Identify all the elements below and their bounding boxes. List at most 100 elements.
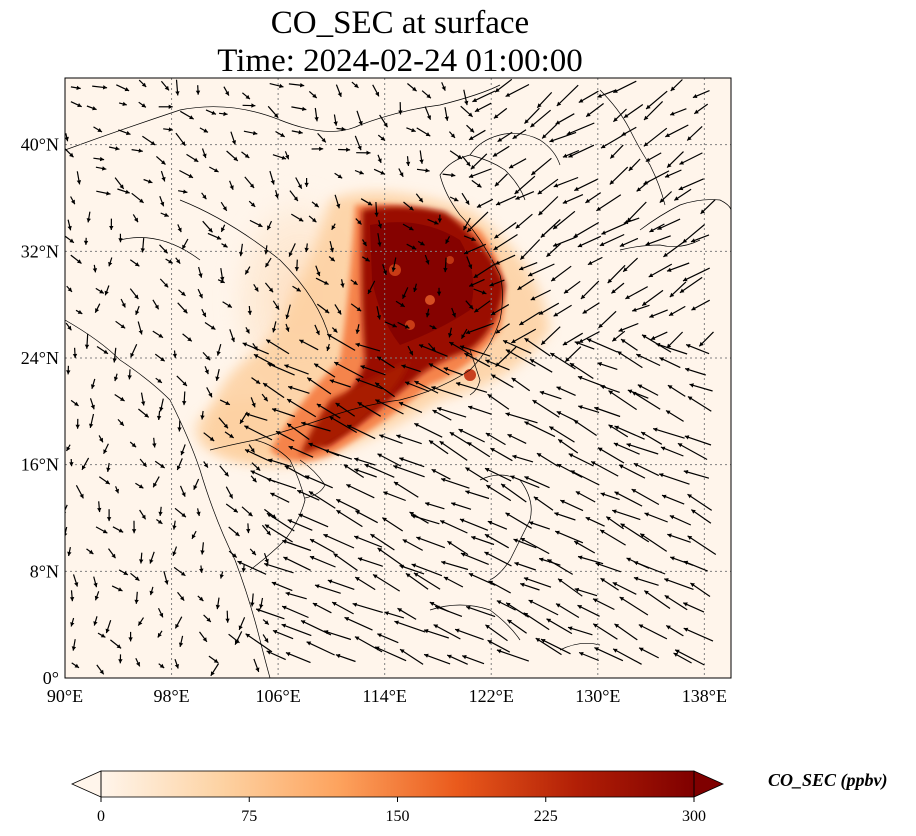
wind-arrow-head [309, 555, 315, 560]
wind-arrow-shaft [586, 338, 618, 353]
wind-arrow-shaft [370, 533, 395, 551]
wind-arrow-head [600, 578, 606, 583]
wind-arrow-head [409, 206, 414, 211]
wind-arrow-head [409, 512, 414, 516]
wind-arrow-head [610, 154, 615, 159]
wind-arrow-head [568, 626, 573, 631]
wind-arrow-shaft [242, 342, 269, 355]
wind-arrow-head [402, 294, 407, 299]
wind-arrow-shaft [679, 152, 703, 165]
wind-arrow-head [312, 217, 317, 223]
wind-arrow-head [519, 266, 524, 271]
wind-arrow-head [594, 406, 599, 411]
wind-arrow-head [626, 557, 631, 562]
wind-arrow-shaft [540, 326, 561, 346]
wind-arrow-head [267, 362, 272, 367]
wind-arrow-head [139, 198, 144, 203]
wind-arrow-head [458, 429, 464, 433]
wind-arrow-head [314, 117, 319, 122]
wind-arrow-head [90, 404, 95, 410]
wind-arrow-head [382, 270, 387, 275]
wind-arrow-head [617, 351, 622, 356]
colorbar-label: CO_SEC (ppbv) [768, 770, 888, 790]
wind-arrow-shaft [625, 286, 648, 300]
wind-arrow-shaft [262, 382, 285, 399]
wind-arrow-head [164, 580, 169, 585]
wind-arrow-head [413, 287, 418, 292]
wind-arrow-head [315, 584, 320, 589]
wind-arrow-shaft [393, 481, 419, 498]
wind-arrow-head [619, 242, 625, 247]
wind-arrow-head [609, 180, 615, 185]
wind-arrow-head [683, 470, 689, 475]
wind-arrow-head [126, 130, 131, 136]
wind-arrow-head [71, 199, 75, 205]
wind-arrow-head [691, 306, 696, 311]
wind-arrow-head [641, 432, 646, 436]
wind-arrow-head [524, 476, 529, 481]
wind-arrow-head [464, 100, 469, 106]
wind-arrow-shaft [414, 380, 439, 394]
wind-arrow-head [541, 639, 546, 643]
wind-arrow-head [285, 327, 290, 332]
wind-arrow-head [642, 334, 647, 339]
wind-arrow-head [251, 550, 256, 556]
wind-arrow-head [285, 591, 290, 596]
wind-arrow-head [601, 144, 606, 149]
wind-arrow-head [375, 646, 380, 651]
wind-arrow-head [244, 153, 250, 158]
wind-arrow-shaft [599, 233, 625, 247]
wind-arrow-head [670, 86, 676, 91]
wind-arrow-shaft [375, 399, 404, 415]
wind-arrow-head [203, 128, 208, 133]
wind-arrow-head [287, 423, 292, 428]
wind-arrow-head [440, 520, 445, 525]
wind-arrow-head [613, 88, 618, 93]
wind-arrow-shaft [459, 518, 489, 531]
wind-arrow-head [75, 424, 80, 429]
wind-arrow-head [341, 126, 346, 132]
wind-arrow-head [138, 484, 144, 489]
wind-arrow-shaft [360, 365, 386, 376]
wind-arrow-head [215, 604, 221, 610]
wind-arrow-head [225, 91, 229, 96]
wind-arrow-head [147, 179, 153, 184]
wind-arrow-head [215, 376, 220, 381]
wind-arrow-head [219, 574, 224, 579]
wind-arrow-shaft [677, 442, 708, 461]
wind-arrow-head [223, 243, 228, 248]
lat-tick-label: 24°N [21, 348, 59, 368]
wind-arrow-head [377, 242, 382, 247]
wind-arrow-head [268, 458, 273, 463]
wind-arrow-shaft [377, 453, 402, 467]
wind-arrow-head [86, 218, 91, 223]
wind-arrow-shaft [487, 393, 510, 410]
wind-arrow-head [464, 353, 469, 358]
wind-arrow-shaft [555, 603, 580, 619]
lat-tick-label: 8°N [30, 561, 59, 581]
wind-arrow-head [178, 642, 184, 647]
wind-arrow-shaft [527, 263, 555, 277]
wind-arrow-head [191, 534, 196, 539]
wind-arrow-head [180, 450, 185, 456]
wind-arrow-head [488, 580, 494, 585]
wind-arrow-head [577, 243, 583, 248]
wind-arrow-head [396, 434, 401, 439]
wind-arrow-shaft [490, 374, 514, 389]
wind-arrow-shaft [528, 599, 559, 616]
wind-arrow-shaft [493, 233, 518, 251]
wind-arrow-head [690, 583, 695, 588]
wind-arrow-head [248, 511, 253, 517]
wind-arrow-shaft [484, 551, 512, 567]
wind-arrow-head [473, 273, 479, 278]
wind-arrow-head [337, 174, 343, 179]
wind-arrow-head [503, 340, 508, 345]
wind-arrow-shaft [485, 359, 510, 371]
wind-arrow-head [264, 562, 269, 567]
wind-arrow-shaft [346, 424, 376, 440]
wind-arrow-head [429, 602, 435, 606]
wind-arrow-head [393, 481, 399, 486]
wind-arrow-head [377, 548, 383, 553]
wind-arrow-head [168, 104, 173, 109]
wind-arrow-shaft [485, 624, 508, 642]
